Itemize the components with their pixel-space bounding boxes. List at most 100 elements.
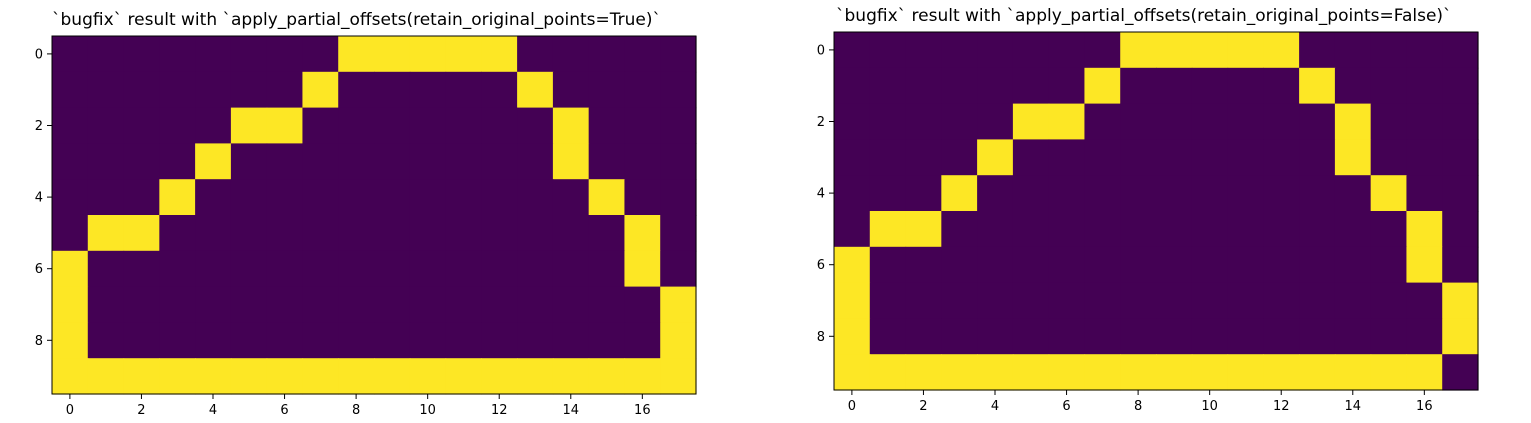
heatmap-cell-r2-c16 xyxy=(1406,103,1443,140)
heatmap-cell-r7-c3 xyxy=(159,286,196,323)
heatmap-cell-r6-c8 xyxy=(1120,246,1157,284)
heatmap-cell-r4-c0 xyxy=(834,175,871,212)
plot-frame-right xyxy=(833,31,1479,391)
heatmap-cell-r7-c6 xyxy=(266,286,304,323)
heatmap-cell-r2-c12 xyxy=(481,107,518,144)
heatmap-cell-r2-c3 xyxy=(941,103,978,140)
heatmap-cell-r6-c3 xyxy=(941,246,978,284)
heatmap-cell-r7-c2 xyxy=(905,282,942,319)
heatmap-cell-r2-c11 xyxy=(445,107,482,144)
chart-title-right: `bugfix` result with `apply_partial_offs… xyxy=(836,6,1452,26)
heatmap-cell-r6-c9 xyxy=(374,250,411,288)
heatmap-cell-r4-c12 xyxy=(1263,175,1300,212)
heatmap-cell-r1-c16 xyxy=(1406,67,1443,105)
heatmap-cell-r2-c17 xyxy=(1442,103,1479,140)
y-tick-label-6: 6 xyxy=(35,262,43,277)
heatmap-cell-r6-c6 xyxy=(1048,246,1086,284)
heatmap-cell-r3-c4 xyxy=(977,139,1014,176)
heatmap-cell-r6-c2 xyxy=(905,246,942,284)
heatmap-cell-r4-c17 xyxy=(660,179,697,216)
heatmap-cell-r3-c14 xyxy=(1334,139,1372,176)
heatmap-cell-r5-c4 xyxy=(977,211,1014,248)
heatmap-cell-r3-c2 xyxy=(123,143,160,180)
chart-title-left: `bugfix` result with `apply_partial_offs… xyxy=(52,10,661,30)
heatmap-cell-r4-c11 xyxy=(445,179,482,216)
heatmap-cell-r3-c3 xyxy=(159,143,196,180)
heatmap-cell-r5-c9 xyxy=(1156,211,1193,248)
heatmap-cell-r1-c8 xyxy=(338,71,375,109)
heatmap-cell-r5-c2 xyxy=(123,215,160,252)
heatmap-cell-r1-c1 xyxy=(869,67,907,105)
heatmap-cell-r3-c10 xyxy=(409,143,447,180)
heatmap-cell-r7-c10 xyxy=(409,286,447,323)
heatmap-cell-r4-c15 xyxy=(1370,175,1408,212)
heatmap-cell-r7-c13 xyxy=(517,286,554,323)
heatmap-cell-r4-c10 xyxy=(1191,175,1229,212)
heatmap-cell-r5-c4 xyxy=(195,215,232,252)
heatmap-cell-r5-c5 xyxy=(1012,211,1050,248)
heatmap-cell-r5-c8 xyxy=(338,215,375,252)
heatmap-cell-r3-c4 xyxy=(195,143,232,180)
heatmap-cell-r3-c15 xyxy=(588,143,626,180)
heatmap-cell-r3-c11 xyxy=(445,143,482,180)
heatmap-cell-r5-c16 xyxy=(624,215,661,252)
heatmap-cell-r2-c5 xyxy=(1012,103,1050,140)
heatmap-cell-r9-c4 xyxy=(195,358,232,395)
heatmap-cell-r5-c13 xyxy=(1299,211,1336,248)
heatmap-cell-r0-c5 xyxy=(230,36,268,73)
heatmap-cell-r0-c11 xyxy=(445,36,482,73)
heatmap-cell-r1-c15 xyxy=(588,71,626,109)
heatmap-cell-r0-c12 xyxy=(481,36,518,73)
heatmap-cell-r2-c5 xyxy=(230,107,268,144)
heatmap-cell-r4-c17 xyxy=(1442,175,1479,212)
heatmap-cell-r4-c0 xyxy=(52,179,89,216)
heatmap-cell-r3-c17 xyxy=(660,143,697,180)
heatmap-cell-r4-c3 xyxy=(941,175,978,212)
heatmap-cell-r8-c5 xyxy=(1012,318,1050,355)
heatmap-cell-r4-c7 xyxy=(1084,175,1121,212)
heatmap-cell-r0-c9 xyxy=(374,36,411,73)
heatmap-cell-r2-c14 xyxy=(552,107,590,144)
heatmap-cell-r8-c9 xyxy=(1156,318,1193,355)
heatmap-cell-r7-c1 xyxy=(869,282,907,319)
heatmap-cell-r3-c16 xyxy=(624,143,661,180)
heatmap-cell-r2-c9 xyxy=(374,107,411,144)
heatmap-cell-r6-c15 xyxy=(588,250,626,288)
x-tick-label-4: 4 xyxy=(991,399,999,414)
heatmap-cell-r7-c9 xyxy=(1156,282,1193,319)
heatmap-cell-r4-c9 xyxy=(1156,175,1193,212)
heatmap-cell-r0-c2 xyxy=(123,36,160,73)
heatmap-cell-r4-c16 xyxy=(1406,175,1443,212)
heatmap-cell-r7-c14 xyxy=(552,286,590,323)
heatmap-cell-r0-c4 xyxy=(977,32,1014,69)
heatmap-cell-r6-c11 xyxy=(1227,246,1264,284)
heatmap-cell-r1-c5 xyxy=(230,71,268,109)
heatmap-cell-r3-c6 xyxy=(266,143,304,180)
heatmap-cell-r7-c7 xyxy=(302,286,339,323)
heatmap-cell-r9-c7 xyxy=(302,358,339,395)
heatmap-cell-r1-c11 xyxy=(445,71,482,109)
heatmap-cell-r6-c12 xyxy=(1263,246,1300,284)
heatmap-cell-r1-c15 xyxy=(1370,67,1408,105)
heatmap-cell-r0-c7 xyxy=(302,36,339,73)
heatmap-cell-r3-c9 xyxy=(374,143,411,180)
x-tick-label-12: 12 xyxy=(1273,399,1290,414)
heatmap-cell-r8-c10 xyxy=(409,322,447,359)
heatmap-cell-r5-c10 xyxy=(1191,211,1229,248)
y-tick-label-8: 8 xyxy=(817,330,825,345)
heatmap-cell-r9-c14 xyxy=(1334,354,1372,391)
heatmap-cell-r2-c2 xyxy=(905,103,942,140)
heatmap-cell-r9-c13 xyxy=(517,358,554,395)
heatmap-panel-left: `bugfix` result with `apply_partial_offs… xyxy=(35,10,697,418)
heatmap-cell-r9-c6 xyxy=(1048,354,1086,391)
y-tick-label-4: 4 xyxy=(817,187,825,202)
heatmap-cell-r7-c15 xyxy=(588,286,626,323)
x-tick-label-8: 8 xyxy=(1134,399,1142,414)
heatmap-cell-r9-c16 xyxy=(624,358,661,395)
x-tick-label-0: 0 xyxy=(848,399,856,414)
heatmap-cell-r6-c5 xyxy=(1012,246,1050,284)
heatmap-cell-r4-c8 xyxy=(1120,175,1157,212)
heatmap-cell-r2-c2 xyxy=(123,107,160,144)
heatmap-cell-r8-c13 xyxy=(517,322,554,359)
heatmap-cell-r1-c11 xyxy=(1227,67,1264,105)
